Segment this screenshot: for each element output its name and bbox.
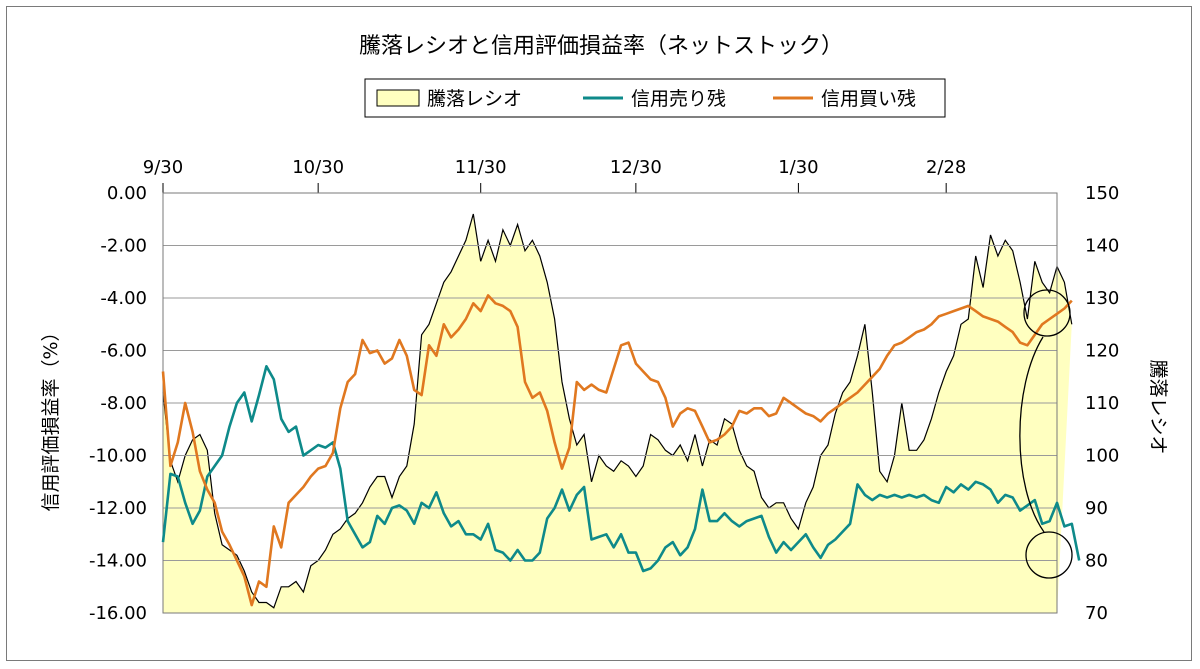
legend-box	[364, 78, 946, 118]
plot-border	[162, 192, 1058, 614]
y2-tick-label: 80	[1085, 551, 1108, 572]
y-tick-label: 0.00	[107, 183, 147, 204]
highlight-circle-top	[1023, 289, 1071, 337]
y-tick-label: -2.00	[100, 236, 147, 257]
legend-swatch-area	[376, 89, 420, 107]
y-tick-label: -6.00	[100, 341, 147, 362]
y2-tick-label: 90	[1085, 498, 1108, 519]
chart-title: 騰落レシオと信用評価損益率（ネットストック）	[359, 34, 843, 59]
y-tick-label: -10.00	[89, 446, 147, 467]
series-line-sell	[161, 364, 1081, 573]
x-tick-label: 12/30	[610, 157, 662, 178]
legend-label-sell: 信用売り残	[631, 88, 726, 110]
x-tick-label: 11/30	[455, 157, 507, 178]
y-tick-label: -8.00	[100, 393, 147, 414]
x-tick-label: 9/30	[143, 157, 183, 178]
y2-tick-label: 130	[1085, 288, 1119, 309]
chart: 騰落レシオと信用評価損益率（ネットストック） 騰落レシオ 信用売り残 信用買い残…	[40, 34, 1169, 624]
highlight-circle-bottom	[1025, 531, 1073, 579]
y2-tick-label: 110	[1085, 393, 1119, 414]
y-tick-label: -12.00	[89, 498, 147, 519]
y2-tick-label: 120	[1085, 341, 1119, 362]
y-tick-label: -4.00	[100, 288, 147, 309]
y-axis-left-label: 信用評価損益率（%）	[40, 322, 62, 511]
y-tick-label: -16.00	[89, 603, 147, 624]
y2-tick-label: 140	[1085, 236, 1119, 257]
legend-label-area: 騰落レシオ	[427, 88, 522, 110]
chart-frame: 騰落レシオと信用評価損益率（ネットストック） 騰落レシオ 信用売り残 信用買い残…	[6, 6, 1192, 661]
x-tick-label: 1/30	[778, 157, 818, 178]
y2-tick-label: 70	[1085, 603, 1108, 624]
x-tick-label: 10/30	[292, 157, 344, 178]
series-line-buy	[161, 294, 1073, 607]
y-tick-label: -14.00	[89, 551, 147, 572]
y2-tick-label: 100	[1085, 446, 1119, 467]
x-axis-ticks: 9/30 10/30 11/30 12/30 1/30 2/28	[143, 157, 1057, 194]
y-axis-right-ticks: 150 140 130 120 110 100 90 80 70	[1085, 183, 1119, 624]
x-tick-label: 2/28	[926, 157, 966, 178]
highlight-connector	[1019, 336, 1045, 533]
series-line-tourakuratio	[162, 213, 1073, 609]
grid-lines	[161, 192, 1081, 614]
legend-label-buy: 信用買い残	[821, 88, 916, 110]
y-axis-right-label: 騰落レシオ	[1147, 359, 1169, 454]
y2-tick-label: 150	[1085, 183, 1119, 204]
y-axis-left-ticks: 0.00 -2.00 -4.00 -6.00 -8.00 -10.00 -12.00 -14.…	[89, 183, 147, 624]
